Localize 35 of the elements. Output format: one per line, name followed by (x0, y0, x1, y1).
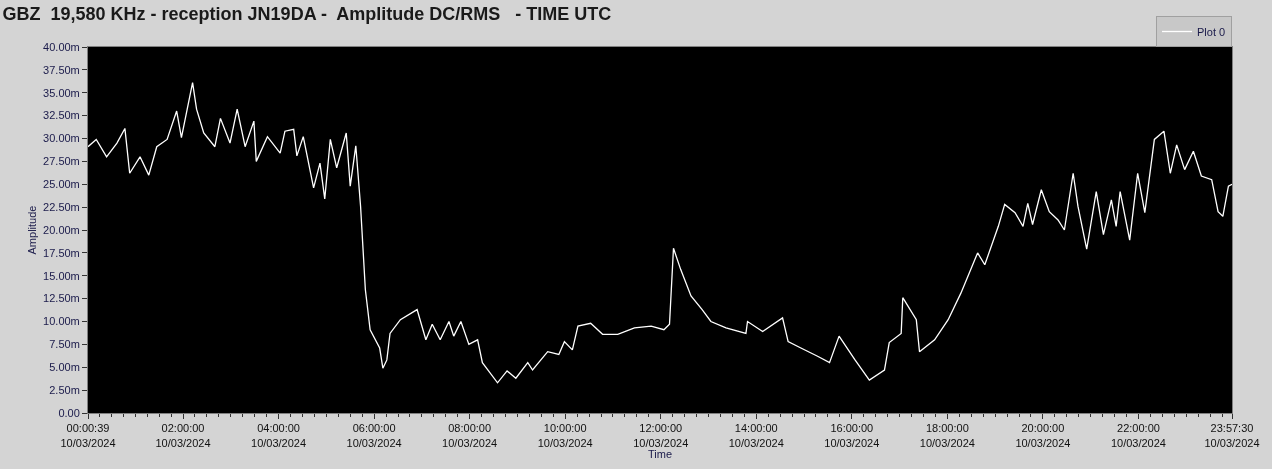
x-tick-label: 04:00:00 10/03/2024 (251, 422, 307, 449)
x-axis-title: Time (647, 448, 673, 461)
legend-label: Plot 0 (1197, 25, 1226, 38)
y-tick-label: 27.50m (43, 155, 80, 168)
y-tick-label: 15.00m (43, 269, 80, 282)
x-tick-label: 18:00:00 10/03/2024 (919, 422, 975, 449)
chart-title: GBZ 19,580 KHz - reception JN19DA - Amplitude DC/RMS - TIME UTC (2, 3, 612, 24)
x-tick-label: 10:00:00 10/03/2024 (537, 422, 593, 449)
y-tick-label: 25.00m (43, 178, 80, 191)
x-tick-label: 02:00:00 10/03/2024 (155, 422, 211, 449)
x-tick-label: 12:00:00 10/03/2024 (633, 422, 689, 449)
x-tick-label: 06:00:00 10/03/2024 (346, 422, 402, 449)
x-tick-label: 20:00:00 10/03/2024 (1015, 422, 1071, 449)
y-tick-label: 40.00m (43, 40, 80, 53)
x-tick-label: 22:00:00 10/03/2024 (1110, 422, 1166, 449)
y-tick-label: 37.50m (43, 63, 80, 76)
y-tick-label: 5.00m (49, 361, 80, 374)
y-tick-label: 30.00m (43, 132, 80, 145)
y-tick-label: 7.50m (49, 338, 80, 351)
y-tick-label: 12.50m (43, 292, 80, 305)
y-tick-label: 35.00m (43, 86, 80, 99)
y-tick-label: 32.50m (43, 109, 80, 122)
y-tick-label: 0.00 (58, 406, 80, 419)
x-tick-label: 23:57:30 10/03/2024 (1204, 422, 1260, 449)
y-tick-label: 22.50m (43, 200, 80, 213)
y-tick-label: 20.00m (43, 223, 80, 236)
x-tick-label: 00:00:39 10/03/2024 (60, 422, 116, 449)
line-series (88, 82, 1232, 384)
y-tick-label: 17.50m (43, 246, 80, 259)
y-tick-label: 2.50m (49, 383, 80, 396)
x-tick-label: 08:00:00 10/03/2024 (442, 422, 498, 449)
y-tick-label: 10.00m (43, 315, 80, 328)
x-tick-label: 16:00:00 10/03/2024 (824, 422, 880, 449)
x-tick-label: 14:00:00 10/03/2024 (728, 422, 784, 449)
y-axis-title: Amplitude (25, 205, 38, 255)
